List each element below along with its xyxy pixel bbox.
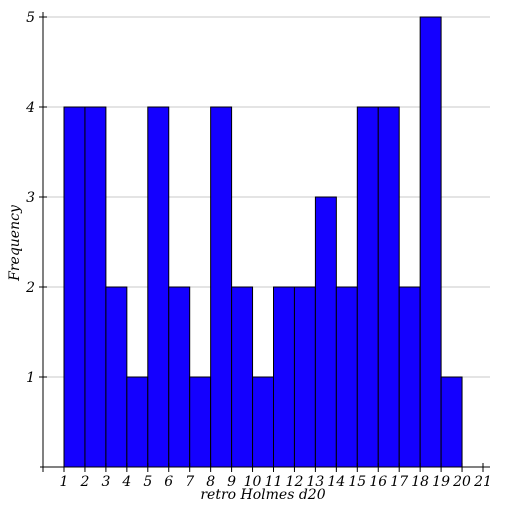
- y-axis-ticks: 1 2 3 4 5: [25, 10, 47, 386]
- bar-3-4: [105, 286, 128, 468]
- x-tick-label-10: 10: [244, 474, 262, 490]
- bar-2-3: [84, 106, 107, 468]
- x-tick-label-17: 17: [390, 474, 408, 490]
- bar-16-17: [377, 106, 400, 468]
- x-tick-label-15: 15: [348, 474, 366, 490]
- x-tick-label-20: 20: [452, 474, 471, 490]
- x-tick-label-11: 11: [265, 474, 283, 490]
- x-tick-label-8: 8: [206, 474, 215, 490]
- x-tick-label-9: 9: [227, 474, 236, 490]
- bar-7-8: [189, 376, 212, 468]
- x-tick-label-18: 18: [411, 474, 429, 490]
- x-tick-label-13: 13: [306, 474, 324, 490]
- x-tick-label-12: 12: [286, 474, 304, 490]
- x-tick-label-5: 5: [143, 474, 152, 490]
- x-tick-label-6: 6: [164, 474, 173, 490]
- y-tick-label-3: 3: [26, 190, 35, 206]
- x-tick-label-14: 14: [327, 474, 345, 490]
- y-tick-label-4: 4: [25, 100, 35, 116]
- x-axis-title: retro Holmes d20: [200, 487, 325, 503]
- bar-10-11: [252, 376, 275, 468]
- bar-4-5: [126, 376, 149, 468]
- y-axis-title: Frequency: [7, 204, 23, 282]
- x-tick-label-2: 2: [79, 474, 89, 490]
- bar-19-20: [440, 376, 463, 468]
- y-tick-label-1: 1: [26, 370, 35, 386]
- bar-11-12: [273, 286, 295, 468]
- bar-14-15: [335, 286, 358, 468]
- bar-9-10: [231, 286, 254, 468]
- bar-6-7: [168, 286, 191, 468]
- bar-13-14: [314, 196, 337, 468]
- x-axis-ticks: 1 2 3 4 5 6 7 8 9 10 11 12 13 14 15 16 17 18 19 20 21: [60, 463, 492, 490]
- x-tick-label-3: 3: [101, 474, 110, 490]
- bar-15-16: [356, 106, 379, 468]
- bar-18-19: [419, 16, 442, 468]
- y-tick-label-2: 2: [25, 280, 35, 296]
- x-tick-label-4: 4: [121, 474, 131, 490]
- x-tick-label-21: 21: [473, 474, 492, 490]
- axes: [40, 12, 490, 472]
- bar-1-2: [63, 106, 86, 468]
- bar-8-9: [210, 106, 233, 468]
- x-tick-label-19: 19: [432, 474, 450, 490]
- y-tick-label-5: 5: [26, 10, 35, 26]
- bars: [63, 16, 463, 468]
- x-tick-label-16: 16: [369, 474, 387, 490]
- x-tick-label-1: 1: [60, 474, 69, 490]
- bar-12-13: [293, 286, 316, 468]
- x-tick-label-7: 7: [185, 474, 194, 490]
- bar-5-6: [147, 106, 170, 468]
- bar-17-18: [398, 286, 421, 468]
